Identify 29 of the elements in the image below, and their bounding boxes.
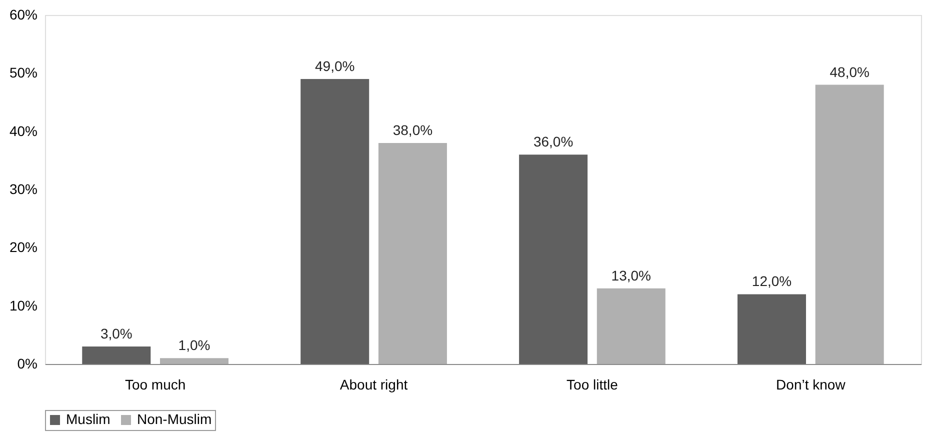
bar [596,288,666,364]
data-label: 48,0% [830,64,870,80]
data-label: 13,0% [611,267,652,284]
legend-label: Non-Muslim [137,411,212,427]
bar [738,294,806,364]
bar [300,78,370,364]
bar [160,358,228,364]
data-label: 12,0% [752,273,792,290]
x-tick-label: Don’t know [776,376,846,392]
y-tick-label: 60% [9,6,38,22]
x-tick-label: About right [340,376,408,392]
data-label: 36,0% [533,134,574,150]
y-tick-label: 40% [9,122,38,139]
y-tick-label: 0% [17,356,38,372]
bar [519,154,588,364]
data-label: 38,0% [392,122,433,138]
bar [378,142,447,364]
data-label: 1,0% [178,337,210,354]
legend-label: Muslim [66,411,110,427]
bar [82,346,151,364]
x-tick-label: Too little [566,376,618,392]
x-tick-label: Too much [124,376,186,392]
y-tick-label: 20% [9,239,38,256]
data-label: 49,0% [314,58,355,74]
y-tick-label: 30% [9,181,38,197]
y-tick-label: 10% [9,297,38,314]
bar [815,84,884,364]
data-label: 3,0% [100,326,132,342]
y-tick-label: 50% [9,64,38,81]
